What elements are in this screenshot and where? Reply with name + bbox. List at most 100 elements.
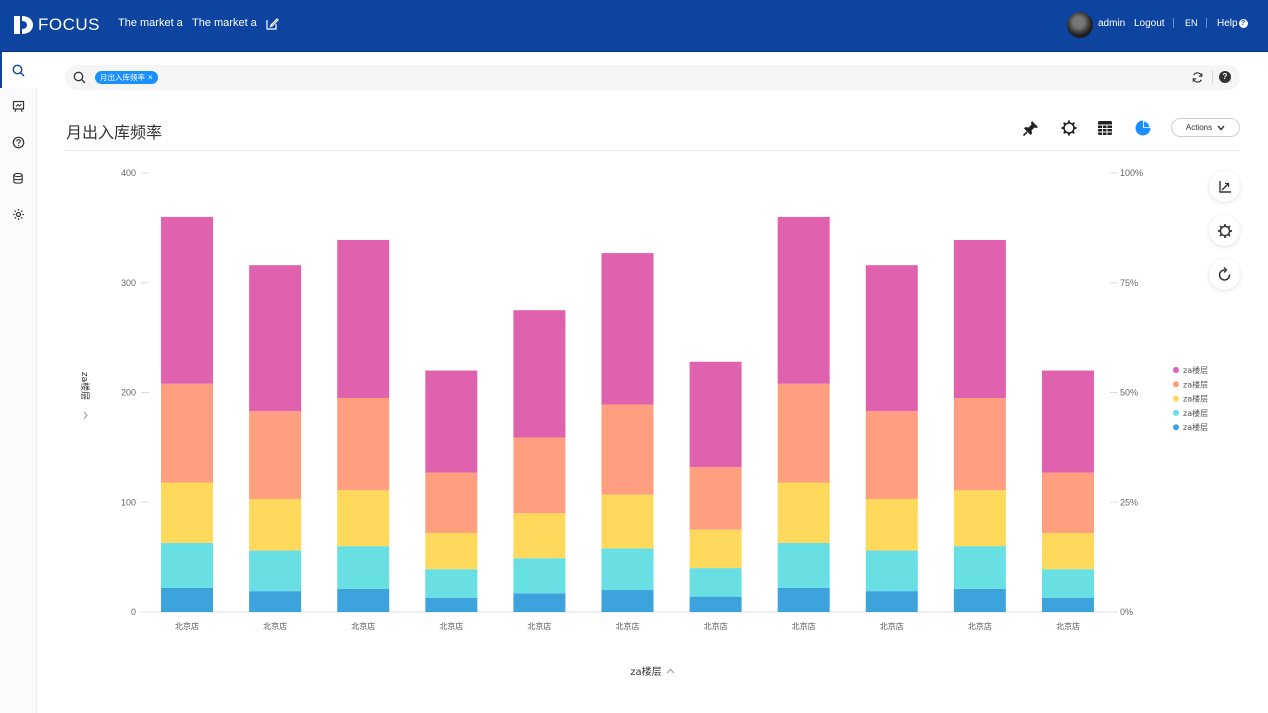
rotate-icon (1218, 266, 1230, 281)
x-tick-label: 北京店 (1056, 621, 1080, 631)
gear-icon (13, 208, 24, 220)
chevron-right-icon (83, 411, 88, 420)
search-tag[interactable]: 月出入库频率 × (95, 71, 158, 84)
settings-icon[interactable] (1060, 119, 1078, 137)
search-help-icon[interactable]: ? (1219, 71, 1231, 83)
tag-close-icon[interactable]: × (148, 73, 153, 82)
sidebar-item-settings[interactable] (0, 196, 37, 232)
help-link[interactable]: Help? (1217, 18, 1248, 29)
language-switch[interactable]: EN (1185, 18, 1198, 28)
bar-segment (601, 494, 654, 549)
bar-segment (601, 590, 654, 612)
legend-label: za楼层 (1183, 422, 1208, 432)
legend-label: za楼层 (1183, 365, 1208, 375)
chevron-down-icon (1217, 125, 1225, 131)
bar-segment (953, 490, 1006, 547)
database-icon (13, 172, 23, 184)
bar-segment (1041, 569, 1094, 598)
y-tick-label: 0 (131, 607, 136, 617)
bar-segment (161, 216, 214, 384)
x-tick-label: 北京店 (527, 621, 551, 631)
x-tick-label: 北京店 (792, 621, 816, 631)
divider (1212, 71, 1213, 84)
sidebar-item-search[interactable] (0, 52, 37, 88)
chevron-up-icon (666, 668, 675, 674)
bar-segment (865, 498, 918, 551)
x-tick-label: 北京店 (616, 621, 640, 631)
search-bar[interactable]: 月出入库频率 × ? (65, 65, 1240, 90)
bar-segment (777, 587, 830, 612)
chart-settings-button[interactable] (1209, 215, 1240, 246)
search-tag-label: 月出入库频率 (100, 73, 145, 82)
bar-segment (513, 558, 566, 594)
bar-segment (777, 482, 830, 543)
y2-tick-label: 75% (1120, 278, 1138, 288)
bar-segment (161, 482, 214, 543)
x-tick-label: 北京店 (175, 621, 199, 631)
legend-swatch (1173, 409, 1179, 416)
bar-segment (337, 588, 390, 612)
x-tick-label: 北京店 (880, 621, 904, 631)
bar-segment (1041, 370, 1094, 473)
logo-icon (14, 16, 33, 34)
bar-segment (425, 370, 478, 473)
x-tick-label: 北京店 (351, 621, 375, 631)
y2-tick-label: 100% (1120, 168, 1143, 178)
edit-icon[interactable] (265, 17, 279, 31)
bar-segment (249, 591, 302, 612)
bar-segment (249, 265, 302, 412)
bar-segment (425, 472, 478, 533)
bar-segment (689, 568, 742, 597)
bar-segment (1041, 472, 1094, 533)
legend-swatch (1173, 381, 1179, 388)
search-icon[interactable] (73, 71, 86, 84)
bar-segment (953, 239, 1006, 398)
sidebar-item-help[interactable] (0, 124, 37, 160)
top-bar: FOCUS The market a The market a admin Lo… (0, 0, 1268, 52)
bar-segment (337, 239, 390, 398)
sidebar-item-board[interactable] (0, 88, 37, 124)
y-tick-label: 400 (121, 168, 136, 178)
nav-market-a-1[interactable]: The market a (118, 17, 183, 29)
bar-segment (777, 216, 830, 384)
nav-market-a-2[interactable]: The market a (192, 17, 257, 29)
bar-segment (689, 467, 742, 530)
bar-segment (689, 361, 742, 468)
divider (65, 150, 1240, 151)
bar-segment (689, 596, 742, 612)
bar-segment (249, 411, 302, 499)
bar-segment (513, 593, 566, 612)
bar-segment (513, 437, 566, 514)
gear-icon (1217, 223, 1232, 238)
legend-label: za楼层 (1183, 408, 1208, 418)
chart-bars (161, 216, 1094, 612)
logo[interactable]: FOCUS (12, 12, 100, 38)
search-icon (12, 64, 25, 76)
refresh-icon[interactable] (1191, 71, 1204, 84)
chart-view-icon[interactable] (1134, 119, 1152, 137)
y2-tick-label: 25% (1120, 497, 1138, 507)
y-tick-label: 300 (121, 278, 136, 288)
y2-tick-label: 0% (1120, 607, 1133, 617)
reset-button[interactable] (1209, 259, 1240, 290)
pin-icon[interactable] (1022, 119, 1040, 137)
brand-name: FOCUS (38, 15, 100, 34)
sidebar-item-data[interactable] (0, 160, 37, 196)
avatar[interactable] (1067, 12, 1093, 38)
username[interactable]: admin (1098, 18, 1126, 29)
bar-segment (865, 591, 918, 612)
x-tick-label: 北京店 (263, 621, 287, 631)
bar-segment (249, 550, 302, 592)
y-tick-label: 100 (121, 497, 136, 507)
table-view-icon[interactable] (1096, 119, 1114, 137)
bar-segment (337, 546, 390, 589)
legend-swatch (1173, 424, 1179, 431)
axis-toggle-button[interactable] (1209, 171, 1240, 202)
logout-link[interactable]: Logout (1134, 18, 1165, 29)
actions-button[interactable]: Actions (1171, 118, 1240, 137)
bar-segment (425, 532, 478, 570)
bar-segment (865, 411, 918, 499)
x-tick-label: 北京店 (439, 621, 463, 631)
bar-segment (425, 569, 478, 598)
